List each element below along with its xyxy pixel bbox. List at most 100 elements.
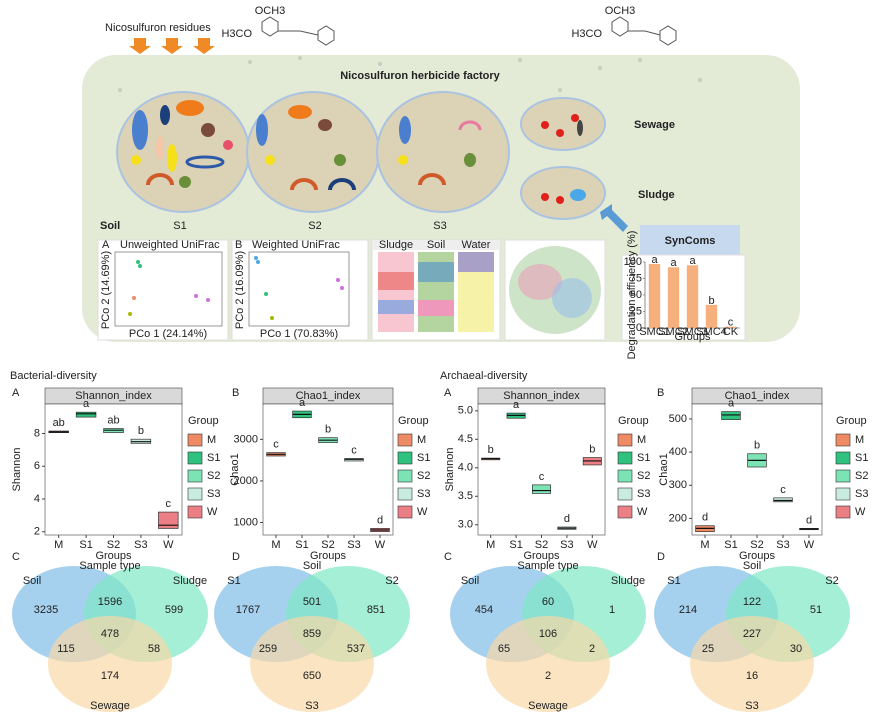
group-letter: a [83,398,90,410]
legend-label: S2 [207,470,220,482]
y-tick-label: 300 [669,479,687,491]
y-label: Chao1 [658,453,670,485]
venn-count: 2 [545,670,551,682]
venn-count: 115 [57,643,75,655]
y-tick-label: 6 [34,460,40,472]
bar [686,265,699,328]
legend-label: W [207,506,218,518]
pcoa-ylabel: PCo 2 (16.09%) [234,251,246,329]
x-tick-label: SMC2 [658,326,689,338]
plot-frame [477,403,606,536]
venn-count: 1 [609,604,615,616]
y-tick-label: 5.0 [458,405,473,417]
y-label: Chao1 [229,453,241,485]
legend-key [617,433,633,447]
x-tick-label: M [54,539,63,551]
group-letter: b [138,425,144,437]
residues-label: Nicosulfuron residues [105,22,211,34]
venn-set-label: S1 [667,575,680,587]
venn-count: 214 [679,604,697,616]
y-tick-label: 3.5 [458,490,473,502]
box [532,484,551,494]
venn-count: 851 [367,604,385,616]
group-letter: a [728,398,735,410]
pcoa-xlabel: PCo 1 (24.14%) [129,328,207,340]
legend-label: S2 [417,470,430,482]
strip-title: Shannon_index [503,390,580,402]
venn-count: 16 [746,670,758,682]
group-letter: c [166,498,172,510]
legend-key [835,451,851,465]
legend-label: S1 [207,452,220,464]
x-tick-label: S3 [776,539,789,551]
x-tick-label: S2 [107,539,120,551]
venn-count: 227 [743,628,761,640]
strip-title: Shannon_index [75,390,152,402]
venn-count: 650 [303,670,321,682]
microbes [131,100,586,204]
molecule-label: OCH3 [255,5,286,17]
molecules [261,16,677,46]
bar-letter: b [708,295,714,307]
panel-letter: D [657,551,665,563]
legend-label: S3 [855,488,868,500]
pcoa-title: Weighted UniFrac [252,239,340,251]
bar-letter: a [689,255,696,267]
venn-count: 51 [810,604,822,616]
venn-title: Sample type [79,560,140,572]
venn-count: 2 [589,643,595,655]
x-tick-label: M [486,539,495,551]
x-tick-label: S3 [347,539,360,551]
legend-title: Group [398,415,429,427]
legend-key [617,487,633,501]
venn-count: 3235 [34,604,58,616]
sewage-label: Sewage [634,119,675,131]
y-tick-label: 3000 [234,433,258,445]
legend-key [617,505,633,519]
pcoa-panel: B [235,239,242,251]
venn-count: 501 [303,596,321,608]
factory-title: Nicosulfuron herbicide factory [340,70,500,82]
legend-label: W [417,506,428,518]
venn-set-label: Sludge [611,575,645,587]
y-tick-label: 25 [630,305,642,317]
venn-set [250,616,374,712]
legend-label: S1 [637,452,650,464]
pcoa-ylabel: PCo 2 (14.69%) [100,251,112,329]
arrows [129,38,215,54]
bar [667,267,680,328]
plot-frame [691,403,823,536]
legend-key [187,487,203,501]
venn-set-label: S2 [385,575,398,587]
legend-title: Group [188,415,219,427]
legend-label: S1 [855,452,868,464]
group-letter: ab [53,417,65,429]
arrow [600,204,628,232]
x-tick-label: W [375,539,386,551]
syncoms-label: SynComs [665,235,716,247]
x-tick-label: S1 [724,539,737,551]
y-label: Degradation efficiency (%) [626,231,638,360]
x-label: Groups [674,331,711,343]
section-title: Archaeal-diversity [440,370,528,382]
molecule-label: OCH3 [605,5,636,17]
group-letter: b [754,440,760,452]
legend-key [835,487,851,501]
venn-count: 859 [303,628,321,640]
panel-letter: C [444,551,452,563]
panel-letter: D [232,551,240,563]
legend-key [397,469,413,483]
legend-label: W [855,506,866,518]
venn-set-label: S1 [227,575,240,587]
x-tick-label: SMC3 [677,326,708,338]
dots [118,56,702,92]
composition-header: Water [462,239,491,251]
box [75,411,97,418]
composition-bars [372,240,500,332]
venn-title: Soil [303,560,321,572]
section-title: Bacterial-diversity [10,370,97,382]
x-label: Groups [310,550,347,562]
legend-key [617,469,633,483]
legend-key [397,487,413,501]
